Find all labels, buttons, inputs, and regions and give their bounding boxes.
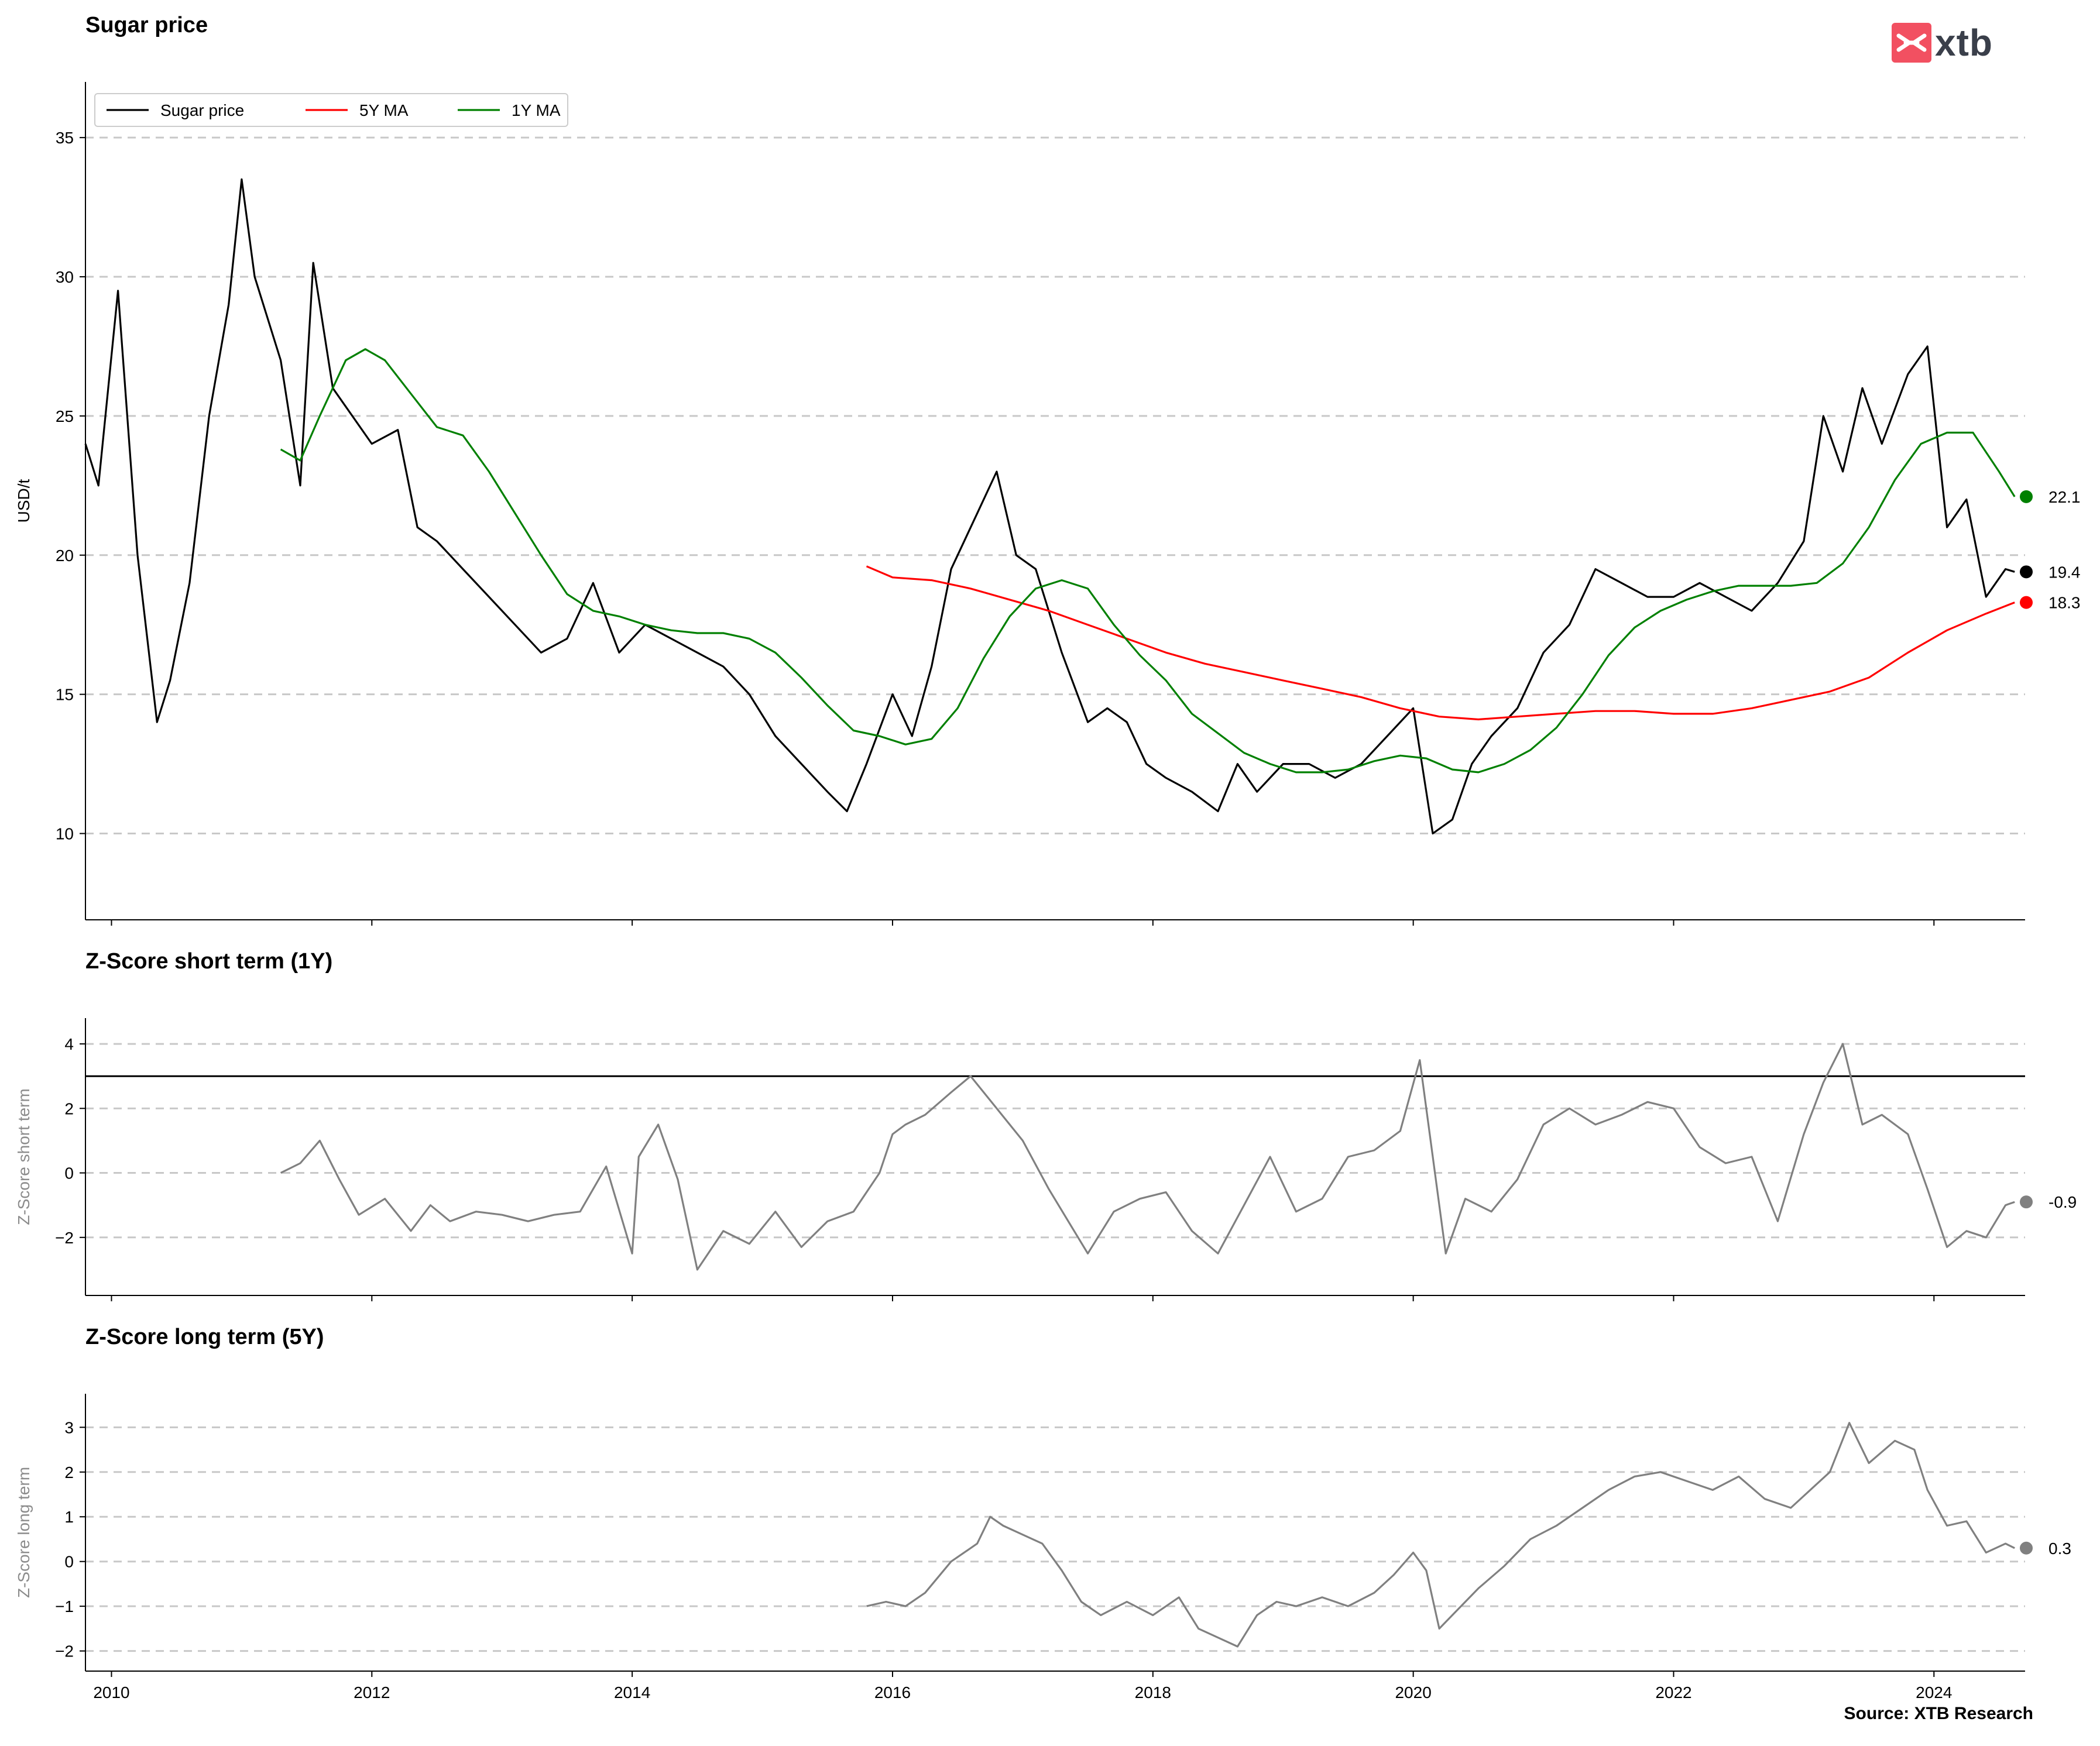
series-line-zscore [866,1422,2015,1648]
y-tick-label: 1 [64,1508,74,1526]
y-tick-label: 25 [56,407,74,425]
price-chart-title: Sugar price [85,13,208,37]
zscore-short-title: Z-Score short term (1Y) [85,949,333,974]
series-line-zscore [280,1043,2015,1271]
y-tick-label: 35 [56,129,74,147]
series-line-5y-ma [866,565,2015,721]
xtb-logo-text: xtb [1935,22,1993,64]
x-tick-label: 2010 [93,1683,129,1702]
legend-label: 5Y MA [359,101,409,119]
last-value-label: 22.1 [2048,488,2081,506]
y-axis-label: USD/t [15,479,33,523]
last-value-label: -0.9 [2048,1193,2077,1211]
x-tick-label: 2018 [1135,1683,1171,1702]
y-tick-label: 2 [64,1463,74,1482]
series-line-sugar-price [84,178,2015,835]
y-axis-label: Z-Score short term [15,1088,33,1225]
last-value-marker [2020,596,2033,609]
xtb-logo: xtb [1892,21,1993,64]
x-tick-label: 2020 [1395,1683,1431,1702]
last-value-marker [2020,565,2033,579]
y-tick-label: −2 [55,1642,74,1661]
series-line-1y-ma [280,348,2016,774]
xtb-logo-icon [1892,23,1931,63]
y-tick-label: −1 [55,1597,74,1616]
source-note: Source: XTB Research [1844,1704,2033,1723]
y-tick-label: 10 [56,825,74,843]
legend-label: Sugar price [160,101,244,119]
x-tick-label: 2016 [874,1683,911,1702]
y-tick-label: 30 [56,268,74,286]
y-tick-label: 2 [64,1099,74,1118]
x-tick-label: 2024 [1916,1683,1952,1702]
y-tick-label: 0 [64,1553,74,1571]
x-tick-label: 2012 [354,1683,390,1702]
zscore-long-title: Z-Score long term (5Y) [85,1325,324,1349]
last-value-label: 0.3 [2048,1539,2071,1558]
last-value-label: 18.3 [2048,594,2081,612]
y-tick-label: 15 [56,686,74,704]
legend-label: 1Y MA [512,101,561,119]
last-value-marker [2020,490,2033,503]
y-tick-label: 4 [64,1035,74,1053]
y-tick-label: 0 [64,1164,74,1183]
y-tick-label: 20 [56,547,74,565]
last-value-label: 19.4 [2048,563,2081,581]
y-tick-label: 3 [64,1418,74,1436]
y-tick-label: −2 [55,1229,74,1247]
last-value-marker [2020,1195,2033,1209]
x-tick-label: 2022 [1655,1683,1691,1702]
last-value-marker [2020,1541,2033,1555]
x-tick-label: 2014 [614,1683,650,1702]
y-axis-label: Z-Score long term [15,1467,33,1598]
